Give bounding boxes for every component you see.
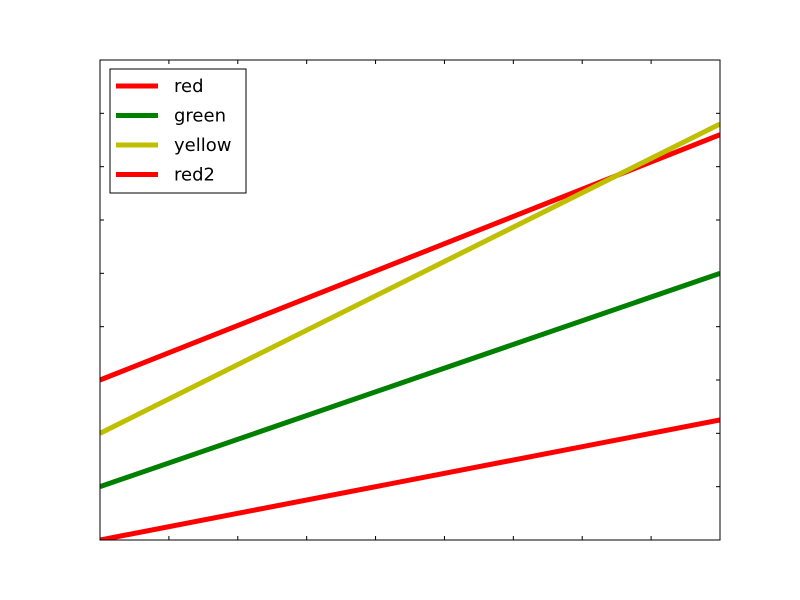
legend-items: red green yellow red2 [116,76,231,186]
series-line-green [100,270,720,490]
plot-frame [99,59,721,541]
series-lines [100,121,720,540]
series-line-red2 [100,417,720,540]
legend-label-green: green [174,106,226,127]
legend-label-red: red [174,76,204,97]
legend-label-red2: red2 [174,165,215,186]
series-line-yellow [100,121,720,436]
legend: red green yellow red2 [109,68,247,194]
legend-label-yellow: yellow [174,135,231,156]
